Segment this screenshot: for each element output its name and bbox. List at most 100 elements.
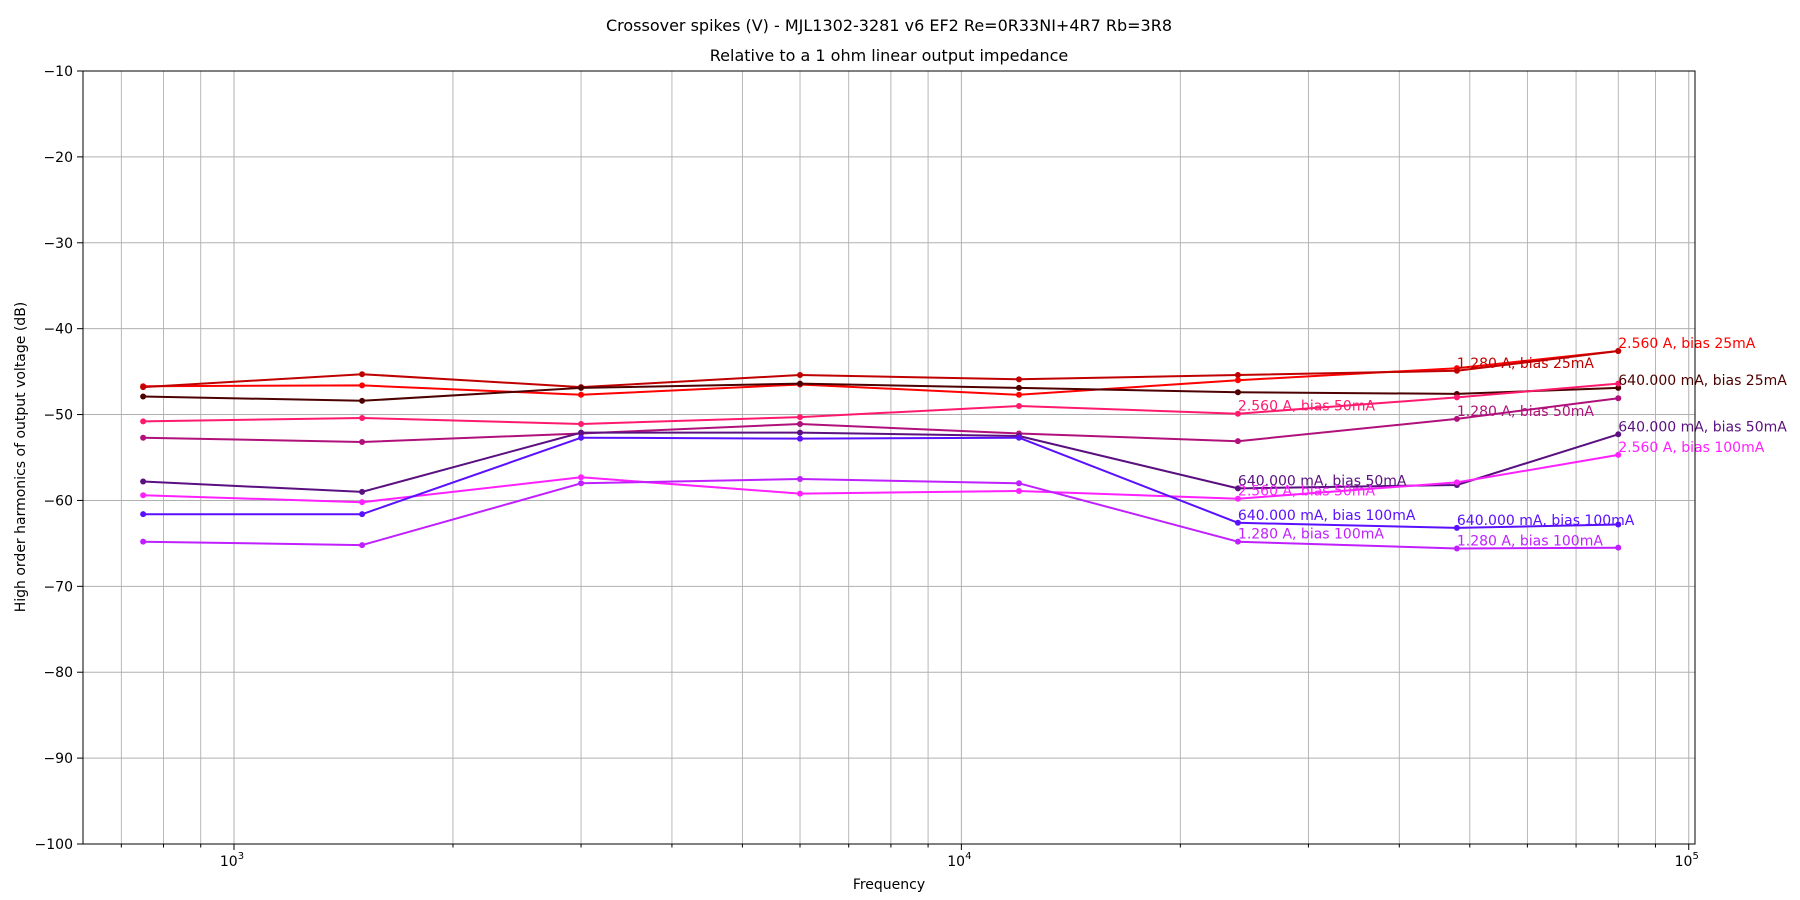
y-tick-label: −70: [43, 579, 73, 595]
data-point: [797, 429, 804, 436]
series-labels: 2.560 A, bias 25mA 1.280 A, bias 25mA 640.…: [1238, 336, 1787, 550]
data-point: [140, 434, 147, 441]
data-point: [1615, 431, 1622, 438]
data-point: [1453, 394, 1460, 401]
data-point: [359, 511, 366, 518]
series-label: 640.000 mA, bias 50mA: [1618, 419, 1787, 435]
data-point: [1015, 376, 1022, 383]
chart-subtitle: Relative to a 1 ohm linear output impeda…: [710, 46, 1069, 65]
data-point: [1615, 384, 1622, 391]
data-point: [359, 382, 366, 389]
data-point: [1234, 377, 1241, 384]
series-line: [143, 382, 1619, 425]
series-label: 1.280 A, bias 25mA: [1457, 356, 1595, 372]
series-line: [143, 350, 1619, 396]
data-point: [359, 371, 366, 378]
data-point: [1015, 384, 1022, 391]
data-point: [1615, 380, 1622, 387]
data-point: [1234, 495, 1241, 502]
data-point: [140, 478, 147, 485]
y-tick-label: −50: [43, 408, 73, 424]
data-point: [1015, 402, 1022, 409]
data-point: [797, 490, 804, 497]
series-line: [143, 478, 1619, 550]
data-point: [359, 499, 366, 506]
grid: [83, 70, 1695, 845]
series-label: 2.560 A, bias 100mA: [1618, 440, 1764, 456]
plot-frame: [82, 70, 1696, 845]
x-tick-exponent: 4: [965, 851, 971, 862]
y-tick-label: −30: [43, 236, 73, 252]
data-point: [1615, 451, 1622, 458]
data-point: [359, 439, 366, 446]
series-label: 640.000 mA, bias 25mA: [1618, 373, 1787, 389]
data-point: [359, 542, 366, 549]
data-point: [1453, 524, 1460, 531]
series-label: 2.560 A, bias 50mA: [1238, 484, 1376, 500]
data-point: [1453, 545, 1460, 552]
data-point: [1234, 438, 1241, 445]
x-tick-mantissa: 10: [1675, 854, 1693, 870]
data-point: [1615, 544, 1622, 551]
data-point: [797, 435, 804, 442]
x-tick-exponent: 5: [1692, 851, 1698, 862]
y-tick-label: −80: [43, 665, 73, 681]
series-line: [143, 453, 1619, 504]
data-point: [1453, 415, 1460, 422]
data-point: [578, 391, 585, 398]
data-point: [578, 480, 585, 487]
x-tick-label: 104: [947, 851, 971, 870]
data-point: [578, 421, 585, 428]
series-label: 2.560 A, bias 50mA: [1238, 399, 1376, 415]
data-point: [1615, 347, 1622, 354]
data-point: [1234, 519, 1241, 526]
series-label: 1.280 A, bias 100mA: [1457, 534, 1603, 550]
y-tick-label: −40: [43, 322, 73, 338]
data-point: [1234, 410, 1241, 417]
data-point: [1615, 521, 1622, 528]
series-label: 640.000 mA, bias 100mA: [1238, 508, 1416, 524]
data-point: [797, 380, 804, 387]
data-point: [797, 475, 804, 482]
data-point: [140, 393, 147, 400]
y-tick-label: −20: [43, 150, 73, 166]
x-tick-mantissa: 10: [220, 854, 238, 870]
data-point: [1015, 487, 1022, 494]
x-axis-label: Frequency: [853, 877, 925, 893]
data-point: [140, 418, 147, 425]
data-point: [1234, 485, 1241, 492]
series-points: [140, 347, 1622, 552]
y-tick-label: −90: [43, 751, 73, 767]
chart-title: Crossover spikes (V) - MJL1302-3281 v6 E…: [606, 16, 1172, 35]
series-line: [143, 382, 1619, 402]
data-point: [140, 511, 147, 518]
series-lines: [143, 350, 1619, 550]
data-point: [578, 434, 585, 441]
data-point: [1015, 480, 1022, 487]
data-point: [1015, 434, 1022, 441]
y-axis-label: High order harmonics of output voltage (…: [13, 302, 29, 613]
data-point: [1234, 538, 1241, 545]
data-point: [797, 372, 804, 379]
data-point: [140, 538, 147, 545]
series-label: 2.560 A, bias 25mA: [1618, 336, 1756, 352]
data-point: [359, 397, 366, 404]
series-label: 640.000 mA, bias 50mA: [1238, 473, 1407, 489]
data-point: [1615, 395, 1622, 402]
series-line: [143, 397, 1619, 443]
y-tick-label: −60: [43, 493, 73, 509]
series-label: 1.280 A, bias 100mA: [1238, 527, 1384, 543]
data-point: [1015, 391, 1022, 398]
series-label: 1.280 A, bias 50mA: [1457, 404, 1595, 420]
series-line: [143, 436, 1619, 529]
data-point: [797, 414, 804, 421]
data-point: [1234, 372, 1241, 379]
x-tick-label: 103: [220, 851, 244, 870]
data-point: [1453, 479, 1460, 486]
series-label: 640.000 mA, bias 100mA: [1457, 513, 1635, 529]
data-point: [578, 474, 585, 481]
x-tick-mantissa: 10: [947, 854, 965, 870]
data-point: [140, 384, 147, 391]
